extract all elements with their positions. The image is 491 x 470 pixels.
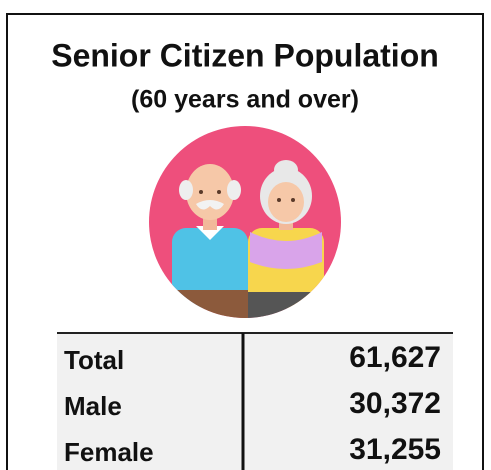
- title: Senior Citizen Population: [51, 37, 439, 73]
- row-label: Male: [64, 391, 122, 421]
- subtitle: (60 years and over): [131, 86, 359, 114]
- row-value: 31,255: [349, 433, 441, 466]
- page: {"title": "Senior Citizen Population", "…: [0, 0, 491, 470]
- row-label: Female: [64, 437, 154, 467]
- row-value: 30,372: [349, 387, 441, 420]
- infographic: Senior Citizen Population (60 years and …: [0, 0, 491, 470]
- row-value: 61,627: [349, 341, 441, 374]
- row-label: Total: [64, 345, 124, 375]
